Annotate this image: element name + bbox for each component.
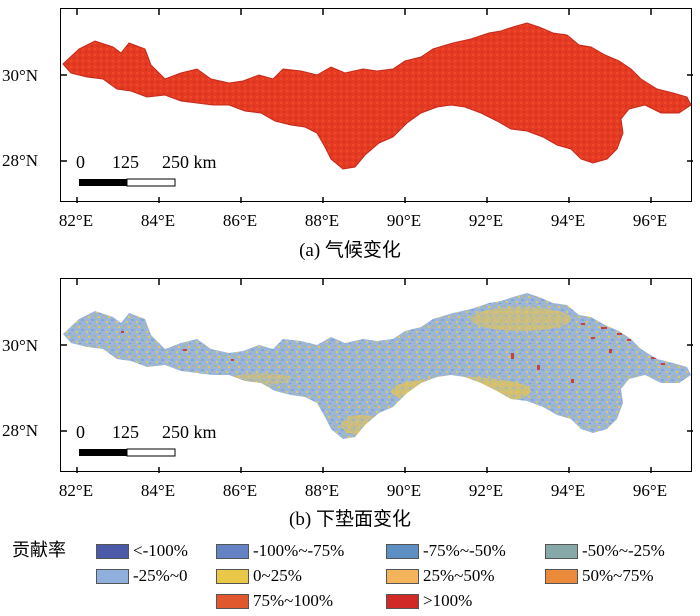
legend-item: -25%~0 xyxy=(96,566,188,585)
lat-label: 28°N xyxy=(2,421,39,440)
lon-label: 94°E xyxy=(550,481,586,500)
legend-swatch xyxy=(386,568,419,584)
basin-map-climate xyxy=(61,9,693,203)
lon-label: 90°E xyxy=(386,211,422,230)
legend-swatch xyxy=(216,593,249,609)
legend-title: 贡献率 xyxy=(12,540,66,560)
lon-label: 84°E xyxy=(140,211,176,230)
lat-label: 30°N xyxy=(2,66,39,85)
scale-label-zero: 0 xyxy=(76,422,85,442)
legend-label: 25%~50% xyxy=(423,566,495,585)
legend-item: 0~25% xyxy=(216,566,302,585)
legend-item: <-100% xyxy=(96,541,188,560)
legend-swatch xyxy=(386,543,419,559)
lon-label: 88°E xyxy=(304,211,340,230)
scale-label-mid: 125 xyxy=(112,422,139,442)
legend-label: -75%~-50% xyxy=(423,541,506,560)
lon-label: 90°E xyxy=(386,481,422,500)
lon-label: 94°E xyxy=(550,211,586,230)
lon-label: 82°E xyxy=(58,211,94,230)
legend-item: 25%~50% xyxy=(386,566,495,585)
basin-map-land-surface xyxy=(61,279,693,473)
lat-label: 28°N xyxy=(2,151,39,170)
scale-label-zero: 0 xyxy=(76,152,85,172)
scale-label-end: 250 km xyxy=(162,422,217,442)
scale-bar-white xyxy=(126,178,176,187)
lon-label: 96°E xyxy=(632,211,668,230)
basin-shape-land-surface xyxy=(63,293,691,439)
legend-label: -100%~-75% xyxy=(253,541,345,560)
legend-item: 75%~100% xyxy=(216,591,334,610)
legend-item: 50%~75% xyxy=(545,566,654,585)
lon-label: 82°E xyxy=(58,481,94,500)
lon-label: 92°E xyxy=(468,481,504,500)
caption-land-surface: (b) 下垫面变化 xyxy=(289,509,411,530)
basin-shape-climate xyxy=(62,22,692,170)
legend-label: >100% xyxy=(423,591,473,610)
legend-item: -75%~-50% xyxy=(386,541,506,560)
scale-bar-black xyxy=(79,449,127,456)
legend-item: -50%~-25% xyxy=(545,541,665,560)
scale-label-end: 250 km xyxy=(162,152,217,172)
legend-swatch xyxy=(545,543,578,559)
lon-label: 96°E xyxy=(632,481,668,500)
legend-label: -25%~0 xyxy=(133,566,188,585)
lon-label: 86°E xyxy=(222,211,258,230)
scale-bar-black xyxy=(79,179,127,186)
legend-label: 75%~100% xyxy=(253,591,334,610)
lat-label: 30°N xyxy=(2,336,39,355)
legend-swatch xyxy=(216,568,249,584)
lon-label: 88°E xyxy=(304,481,340,500)
map-panel-climate xyxy=(60,8,693,203)
caption-climate: (a) 气候变化 xyxy=(299,240,401,261)
legend-swatch xyxy=(96,568,129,584)
lon-label: 92°E xyxy=(468,211,504,230)
legend-item: >100% xyxy=(386,591,473,610)
legend-swatch xyxy=(545,568,578,584)
map-panel-land-surface xyxy=(60,278,693,473)
legend-label: -50%~-25% xyxy=(582,541,665,560)
scale-label-mid: 125 xyxy=(112,152,139,172)
legend-label: 50%~75% xyxy=(582,566,654,585)
legend-label: 0~25% xyxy=(253,566,302,585)
legend-swatch xyxy=(216,543,249,559)
legend-label: <-100% xyxy=(133,541,188,560)
legend-swatch xyxy=(386,593,419,609)
lon-label: 84°E xyxy=(140,481,176,500)
lon-label: 86°E xyxy=(222,481,258,500)
scale-bar-white xyxy=(126,448,176,457)
legend-item: -100%~-75% xyxy=(216,541,345,560)
legend-swatch xyxy=(96,543,129,559)
